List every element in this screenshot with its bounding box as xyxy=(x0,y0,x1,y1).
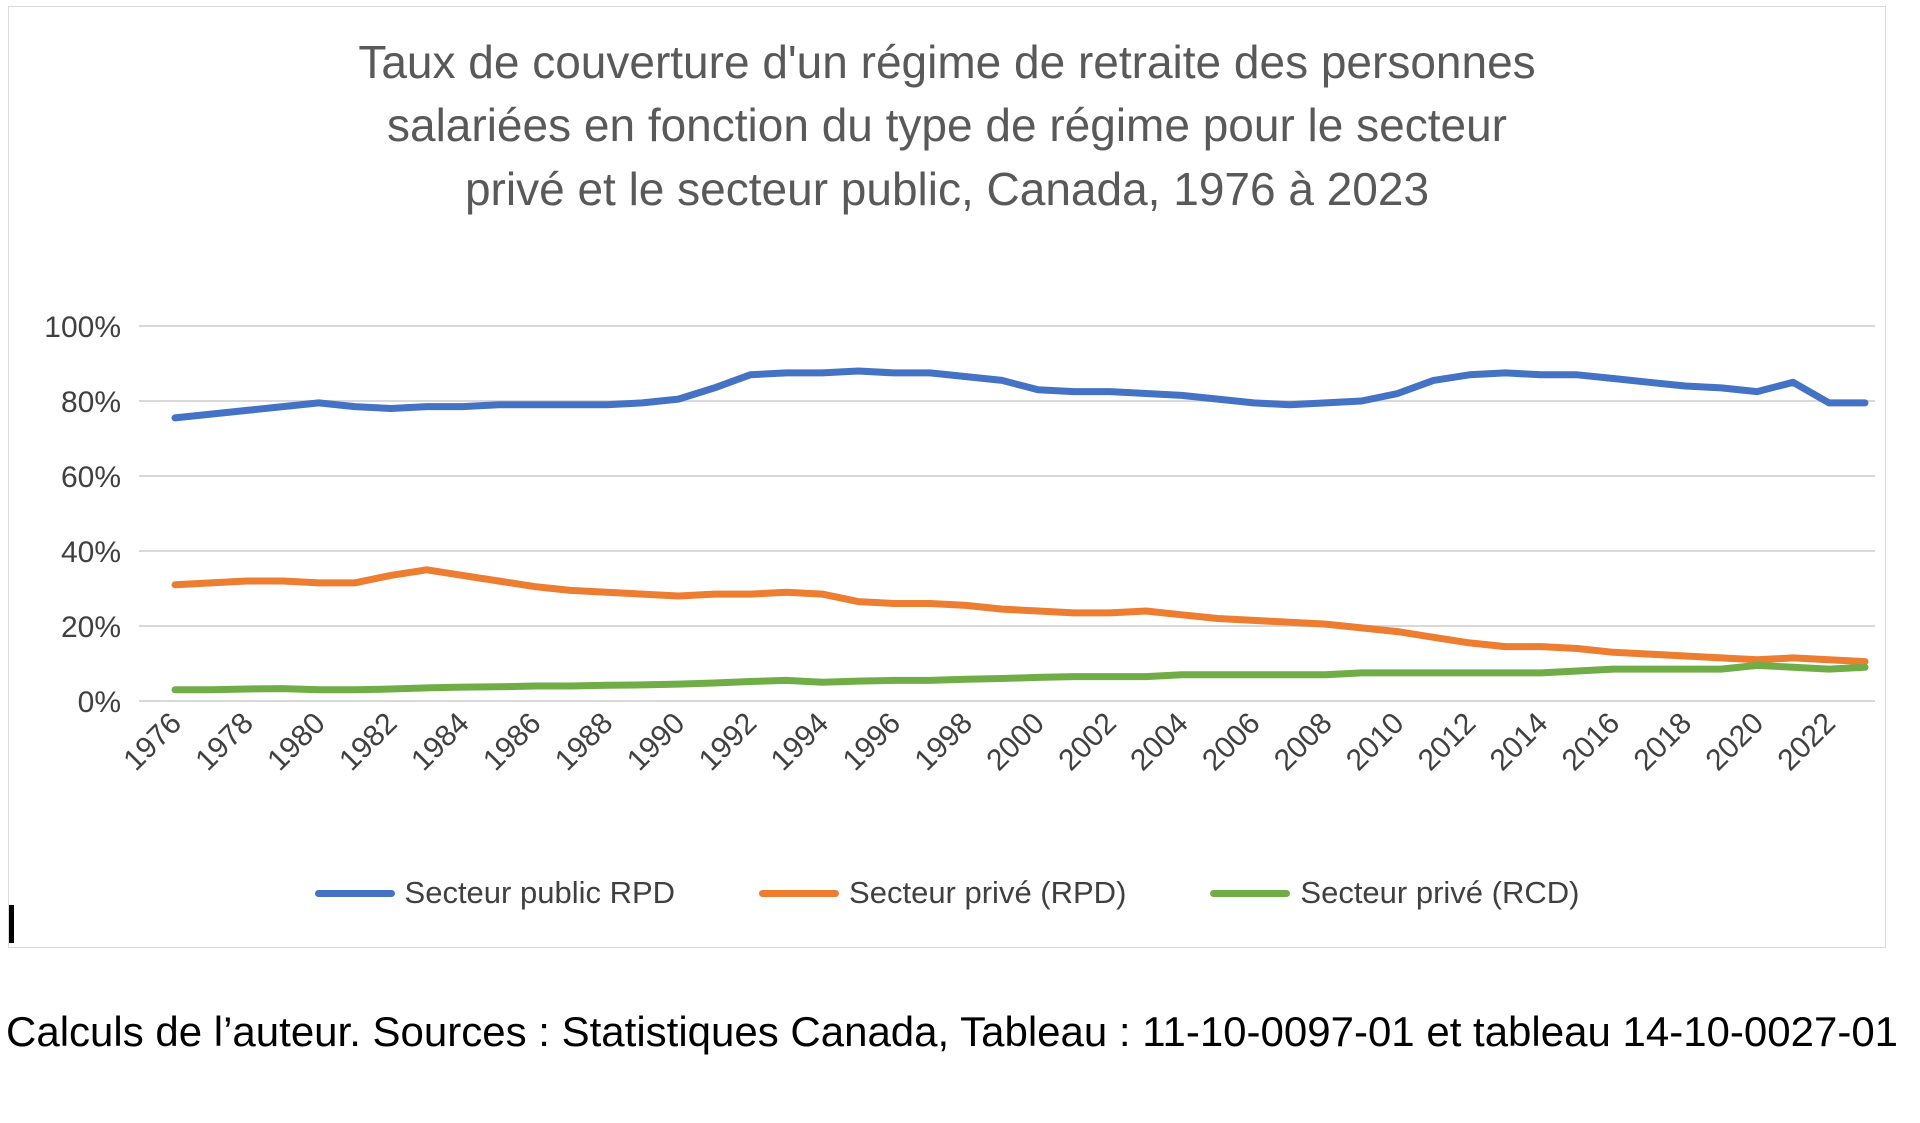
svg-text:2010: 2010 xyxy=(1340,707,1411,778)
chart-container: Taux de couverture d'un régime de retrai… xyxy=(8,6,1886,948)
text-cursor-artifact xyxy=(9,905,14,943)
y-axis-labels: 0% 20% 40% 60% 80% 100% xyxy=(44,311,121,719)
source-caption: Calculs de l’auteur. Sources : Statistiq… xyxy=(6,1008,1899,1055)
svg-text:1988: 1988 xyxy=(549,707,620,778)
svg-text:60%: 60% xyxy=(61,461,121,494)
svg-text:2016: 2016 xyxy=(1556,707,1627,778)
chart-title-line-1: Taux de couverture d'un régime de retrai… xyxy=(358,36,1536,88)
series-line-secteur-priv-rpd- xyxy=(171,566,1869,666)
legend-line-swatch-blue xyxy=(314,889,395,897)
svg-text:1998: 1998 xyxy=(908,707,979,778)
legend-line-swatch-orange xyxy=(759,889,840,897)
svg-text:1984: 1984 xyxy=(405,707,476,778)
series-line-secteur-priv-rcd- xyxy=(171,661,1869,694)
legend-label: Secteur privé (RCD) xyxy=(1300,875,1580,910)
svg-text:2012: 2012 xyxy=(1412,707,1483,778)
chart-title-line-2: salariées en fonction du type de régime … xyxy=(387,99,1507,152)
svg-text:1996: 1996 xyxy=(837,707,908,778)
svg-text:1980: 1980 xyxy=(261,707,332,778)
chart-title: Taux de couverture d'un régime de retrai… xyxy=(9,31,1885,221)
chart-title-line-3: privé et le secteur public, Canada, 1976… xyxy=(464,162,1430,215)
legend-item-secteur-prive-rpd: Secteur privé (RPD) xyxy=(759,875,1126,911)
svg-text:2004: 2004 xyxy=(1124,707,1195,778)
svg-text:2006: 2006 xyxy=(1196,707,1267,778)
svg-text:1978: 1978 xyxy=(189,707,260,778)
legend-line-swatch-green xyxy=(1210,889,1291,897)
series-line-secteur-public-rpd xyxy=(171,367,1869,422)
x-axis-labels: 1976 1978 1980 1982 1984 1986 1988 1990 1992 1994… xyxy=(117,707,1842,778)
svg-text:2018: 2018 xyxy=(1628,707,1699,778)
svg-text:2000: 2000 xyxy=(980,707,1051,778)
legend-label: Secteur public RPD xyxy=(404,875,676,910)
svg-text:1986: 1986 xyxy=(477,707,548,778)
svg-text:2008: 2008 xyxy=(1268,707,1339,778)
svg-text:0%: 0% xyxy=(78,686,121,719)
svg-text:80%: 80% xyxy=(61,386,121,419)
svg-text:40%: 40% xyxy=(61,536,121,569)
svg-text:1990: 1990 xyxy=(621,707,692,778)
svg-text:2002: 2002 xyxy=(1052,707,1123,778)
legend-item-secteur-public-rpd: Secteur public RPD xyxy=(314,875,676,911)
svg-text:100%: 100% xyxy=(44,311,121,344)
svg-text:1982: 1982 xyxy=(333,707,404,778)
svg-text:2022: 2022 xyxy=(1771,707,1842,778)
svg-text:1992: 1992 xyxy=(693,707,764,778)
svg-text:20%: 20% xyxy=(61,611,121,644)
legend-label: Secteur privé (RPD) xyxy=(849,875,1127,910)
line-chart: 0%20%40%60%80%100%1976 1978 1980 1982 1984 19… xyxy=(44,311,1875,778)
chart-legend: Secteur public RPD Secteur privé (RPD) S… xyxy=(9,875,1885,911)
svg-text:2014: 2014 xyxy=(1484,707,1555,778)
svg-text:2020: 2020 xyxy=(1700,707,1771,778)
legend-item-secteur-prive-rcd: Secteur privé (RCD) xyxy=(1210,875,1579,911)
svg-text:1994: 1994 xyxy=(765,707,836,778)
gridlines xyxy=(139,325,1875,702)
svg-text:1976: 1976 xyxy=(117,707,188,778)
